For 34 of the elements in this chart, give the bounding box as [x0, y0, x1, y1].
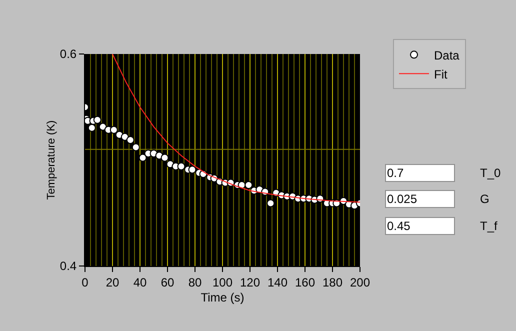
y-axis-title: Temperature (K)	[46, 120, 58, 200]
point	[160, 154, 169, 162]
x-axis-title: Time (s)	[200, 290, 244, 304]
text: T_f	[480, 219, 498, 233]
legend-label: Data	[434, 48, 460, 62]
point	[177, 162, 186, 170]
x-tick-label: 100	[212, 275, 233, 290]
point	[244, 181, 253, 190]
x-tick-label: 20	[106, 275, 120, 290]
y-tick-label: 0.4	[60, 259, 77, 274]
text: 0.7	[387, 166, 404, 180]
text: 0.025	[387, 192, 418, 206]
y-tick-label: 0.6	[60, 47, 77, 62]
point	[93, 116, 102, 124]
point	[110, 126, 118, 134]
x-tick-label: 120	[240, 275, 260, 290]
x-tick-label: 140	[267, 275, 288, 290]
point	[266, 199, 275, 208]
x-tick-label: 0	[82, 275, 89, 290]
point	[188, 166, 196, 174]
point	[132, 143, 140, 152]
text: 0.45	[387, 219, 411, 233]
text: T_0	[480, 166, 502, 180]
x-tick-label: 80	[188, 275, 202, 290]
point	[126, 136, 134, 144]
legend-label: Fit	[434, 67, 448, 82]
x-tick-label: 60	[160, 275, 174, 290]
x-tick-label: 180	[322, 275, 343, 290]
point	[88, 124, 96, 132]
text: G	[480, 192, 490, 206]
x-tick-label: 200	[350, 275, 370, 290]
point	[138, 154, 147, 162]
x-tick-label: 160	[294, 275, 316, 290]
x-tick-label: 40	[133, 275, 147, 290]
